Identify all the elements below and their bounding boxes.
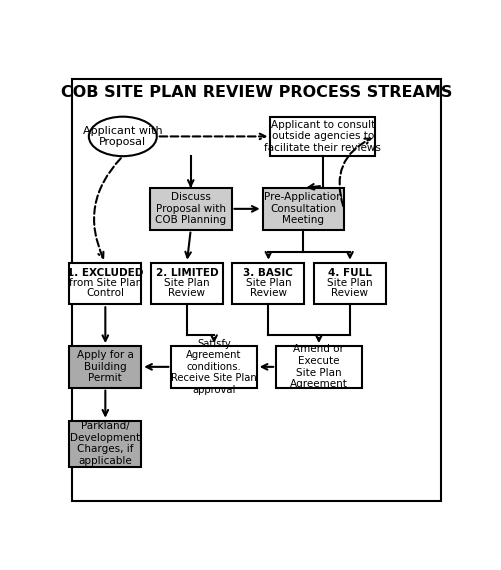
FancyBboxPatch shape: [70, 421, 141, 467]
Text: Applicant to consult
outside agencies to
facilitate their reviews: Applicant to consult outside agencies to…: [265, 120, 381, 153]
Text: Amend or
Execute
Site Plan
Agreement: Amend or Execute Site Plan Agreement: [290, 344, 348, 389]
Text: Review: Review: [332, 288, 368, 299]
FancyBboxPatch shape: [271, 117, 375, 156]
Text: Satisfy
Agreement
conditions.
Receive Site Plan
approval: Satisfy Agreement conditions. Receive Si…: [171, 339, 257, 395]
Text: COB SITE PLAN REVIEW PROCESS STREAMS: COB SITE PLAN REVIEW PROCESS STREAMS: [61, 85, 452, 100]
Text: from Site Plan: from Site Plan: [69, 279, 142, 288]
Text: Review: Review: [250, 288, 287, 299]
FancyBboxPatch shape: [72, 79, 441, 500]
FancyBboxPatch shape: [171, 346, 257, 388]
FancyBboxPatch shape: [151, 263, 223, 304]
FancyBboxPatch shape: [232, 263, 304, 304]
Text: 1. EXCLUDED: 1. EXCLUDED: [67, 268, 143, 279]
Text: Site Plan: Site Plan: [327, 279, 373, 288]
Text: Parkland/
Development
Charges, if
applicable: Parkland/ Development Charges, if applic…: [70, 421, 140, 466]
Text: Discuss
Proposal with
COB Planning: Discuss Proposal with COB Planning: [155, 192, 226, 226]
FancyBboxPatch shape: [276, 346, 362, 388]
Text: Pre-Application
Consultation
Meeting: Pre-Application Consultation Meeting: [264, 192, 343, 226]
Text: Site Plan: Site Plan: [164, 279, 210, 288]
FancyBboxPatch shape: [150, 188, 231, 230]
Text: Control: Control: [86, 288, 124, 299]
FancyBboxPatch shape: [70, 346, 141, 388]
FancyBboxPatch shape: [314, 263, 386, 304]
Text: Review: Review: [168, 288, 205, 299]
Text: 3. BASIC: 3. BASIC: [243, 268, 294, 279]
Text: Site Plan: Site Plan: [245, 279, 291, 288]
Text: 2. LIMITED: 2. LIMITED: [155, 268, 218, 279]
FancyBboxPatch shape: [263, 188, 344, 230]
Text: Apply for a
Building
Permit: Apply for a Building Permit: [77, 350, 134, 384]
FancyBboxPatch shape: [70, 263, 141, 304]
Text: Applicant with
Proposal: Applicant with Proposal: [83, 125, 163, 147]
Text: 4. FULL: 4. FULL: [328, 268, 372, 279]
Ellipse shape: [89, 117, 157, 156]
